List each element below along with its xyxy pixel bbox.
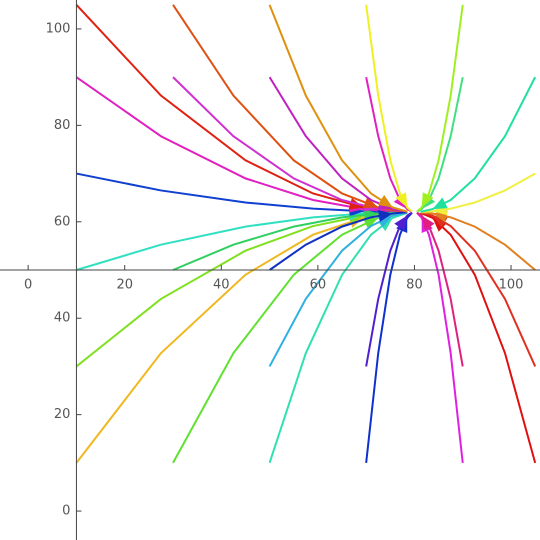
stream-line <box>76 211 398 271</box>
y-tick-label: 60 <box>54 214 71 229</box>
y-tick-label: 100 <box>46 21 71 36</box>
stream-line <box>416 212 464 463</box>
x-tick-label: 80 <box>406 278 423 293</box>
stream-line <box>75 4 398 213</box>
y-tick-label: 0 <box>62 504 70 519</box>
x-tick-label: 60 <box>310 278 327 293</box>
stream-line <box>268 211 408 464</box>
stream-line <box>269 211 408 271</box>
arrowhead <box>377 210 393 222</box>
arrowhead <box>395 192 408 208</box>
stream-line <box>420 211 537 367</box>
stream-line <box>420 211 536 271</box>
arrowhead <box>432 197 448 210</box>
stream-line <box>420 172 536 214</box>
stream-line <box>416 76 464 213</box>
stream-line <box>365 4 413 213</box>
stream-line <box>268 76 408 213</box>
x-tick-label: 20 <box>116 278 133 293</box>
stream-line <box>75 211 398 464</box>
stream-line <box>420 76 537 213</box>
arrowhead <box>363 217 379 230</box>
stream-line <box>365 212 413 463</box>
y-tick-label: 80 <box>54 118 71 133</box>
stream-line <box>416 4 464 213</box>
stream-line <box>365 211 413 367</box>
arrowhead <box>377 194 393 208</box>
stream-line <box>75 76 398 213</box>
stream-line <box>268 211 408 367</box>
stream-line <box>365 76 413 213</box>
x-tick-label: 0 <box>24 278 32 293</box>
arrowhead <box>394 215 408 231</box>
x-tick-label: 100 <box>499 278 524 293</box>
y-tick-label: 40 <box>54 311 71 326</box>
stream-line <box>416 211 464 367</box>
stream-line <box>420 211 537 464</box>
x-tick-label: 40 <box>213 278 230 293</box>
stream-line <box>172 76 403 213</box>
stream-line <box>268 4 408 213</box>
arrowhead <box>421 192 434 208</box>
arrowhead <box>421 215 435 231</box>
y-tick-label: 20 <box>54 407 71 422</box>
arrowhead <box>363 196 379 209</box>
